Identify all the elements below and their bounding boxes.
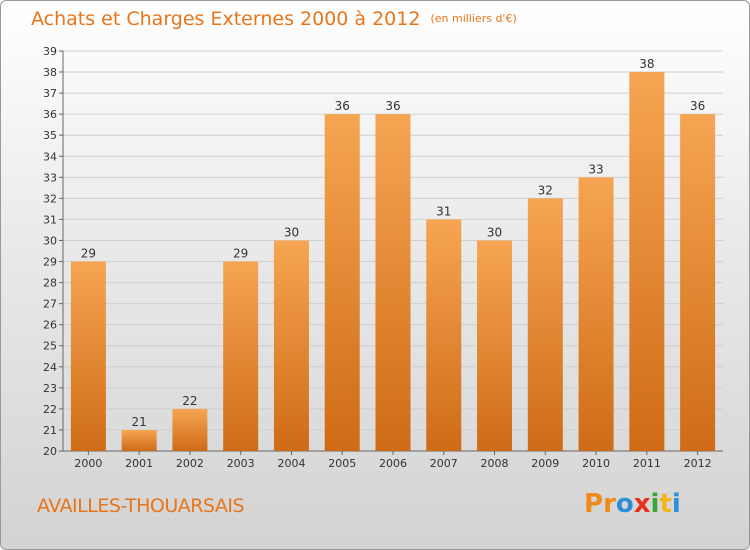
x-tick-label: 2010 [582, 457, 610, 470]
y-tick-label: 32 [43, 192, 57, 205]
y-tick-label: 36 [43, 108, 57, 121]
x-tick-label: 2004 [277, 457, 305, 470]
value-label: 36 [335, 99, 350, 113]
bar [223, 261, 259, 451]
bar [629, 72, 665, 451]
y-tick-label: 30 [43, 234, 57, 247]
bars [70, 72, 716, 451]
x-tick-label: 2001 [125, 457, 153, 470]
y-tick-label: 38 [43, 66, 57, 79]
x-tick-label: 2000 [74, 457, 102, 470]
x-tick-label: 2012 [684, 457, 712, 470]
y-tick-label: 24 [43, 361, 57, 374]
x-tick-label: 2002 [176, 457, 204, 470]
x-tick-label: 2003 [227, 457, 255, 470]
bar [578, 177, 614, 451]
value-label: 31 [436, 204, 451, 218]
logo-letter: i [671, 489, 681, 519]
y-tick-label: 27 [43, 298, 57, 311]
bar [477, 240, 513, 451]
commune-name: AVAILLES-THOUARSAIS [37, 495, 245, 517]
y-tick-label: 22 [43, 403, 57, 416]
logo-letter: o [615, 489, 634, 519]
x-tick-label: 2008 [481, 457, 509, 470]
y-tick-label: 29 [43, 256, 57, 269]
x-tick-label: 2009 [531, 457, 559, 470]
value-label: 30 [284, 225, 299, 239]
value-label: 29 [233, 247, 248, 261]
proxiti-logo: Proxiti [584, 489, 681, 519]
value-label: 22 [182, 394, 197, 408]
y-tick-label: 28 [43, 277, 57, 290]
y-tick-label: 31 [43, 213, 57, 226]
labels: 29 21 22 29 30 36 36 31 30 32 33 38 36 [81, 57, 706, 429]
bar [324, 114, 360, 451]
value-label: 33 [588, 162, 603, 176]
logo-letter: i [650, 489, 660, 519]
x-tick-label: 2011 [633, 457, 661, 470]
value-label: 36 [385, 99, 400, 113]
value-label: 21 [132, 415, 147, 429]
title-text: Achats et Charges Externes 2000 à 2012 [31, 8, 421, 30]
x-tick-label: 2007 [430, 457, 458, 470]
y-tick-label: 34 [43, 150, 57, 163]
y-tick-label: 20 [43, 445, 57, 458]
bar [375, 114, 411, 451]
logo-letter: x [633, 489, 651, 519]
bar [70, 261, 106, 451]
bar [121, 429, 157, 451]
value-label: 32 [538, 183, 553, 197]
value-label: 36 [690, 99, 705, 113]
logo-letter: t [659, 489, 672, 519]
bar [426, 219, 462, 451]
bar [172, 408, 208, 451]
x-tick-label: 2005 [328, 457, 356, 470]
chart-title: Achats et Charges Externes 2000 à 2012 (e… [31, 8, 517, 30]
y-tick-label: 37 [43, 87, 57, 100]
y-tick-label: 26 [43, 319, 57, 332]
y-tick-label: 25 [43, 340, 57, 353]
y-tick-label: 21 [43, 424, 57, 437]
y-tick-label: 39 [43, 45, 57, 58]
y-tick-label: 33 [43, 171, 57, 184]
unit-label: (en milliers d'€) [430, 12, 517, 25]
bar [273, 240, 309, 451]
value-label: 30 [487, 225, 502, 239]
value-label: 29 [81, 247, 96, 261]
logo-letter: r [603, 489, 616, 519]
y-tick-label: 35 [43, 129, 57, 142]
bar [527, 198, 563, 451]
x-tick-label: 2006 [379, 457, 407, 470]
value-label: 38 [639, 57, 654, 71]
bar [680, 114, 716, 451]
y-tick-label: 23 [43, 382, 57, 395]
logo-letter: P [584, 489, 604, 519]
